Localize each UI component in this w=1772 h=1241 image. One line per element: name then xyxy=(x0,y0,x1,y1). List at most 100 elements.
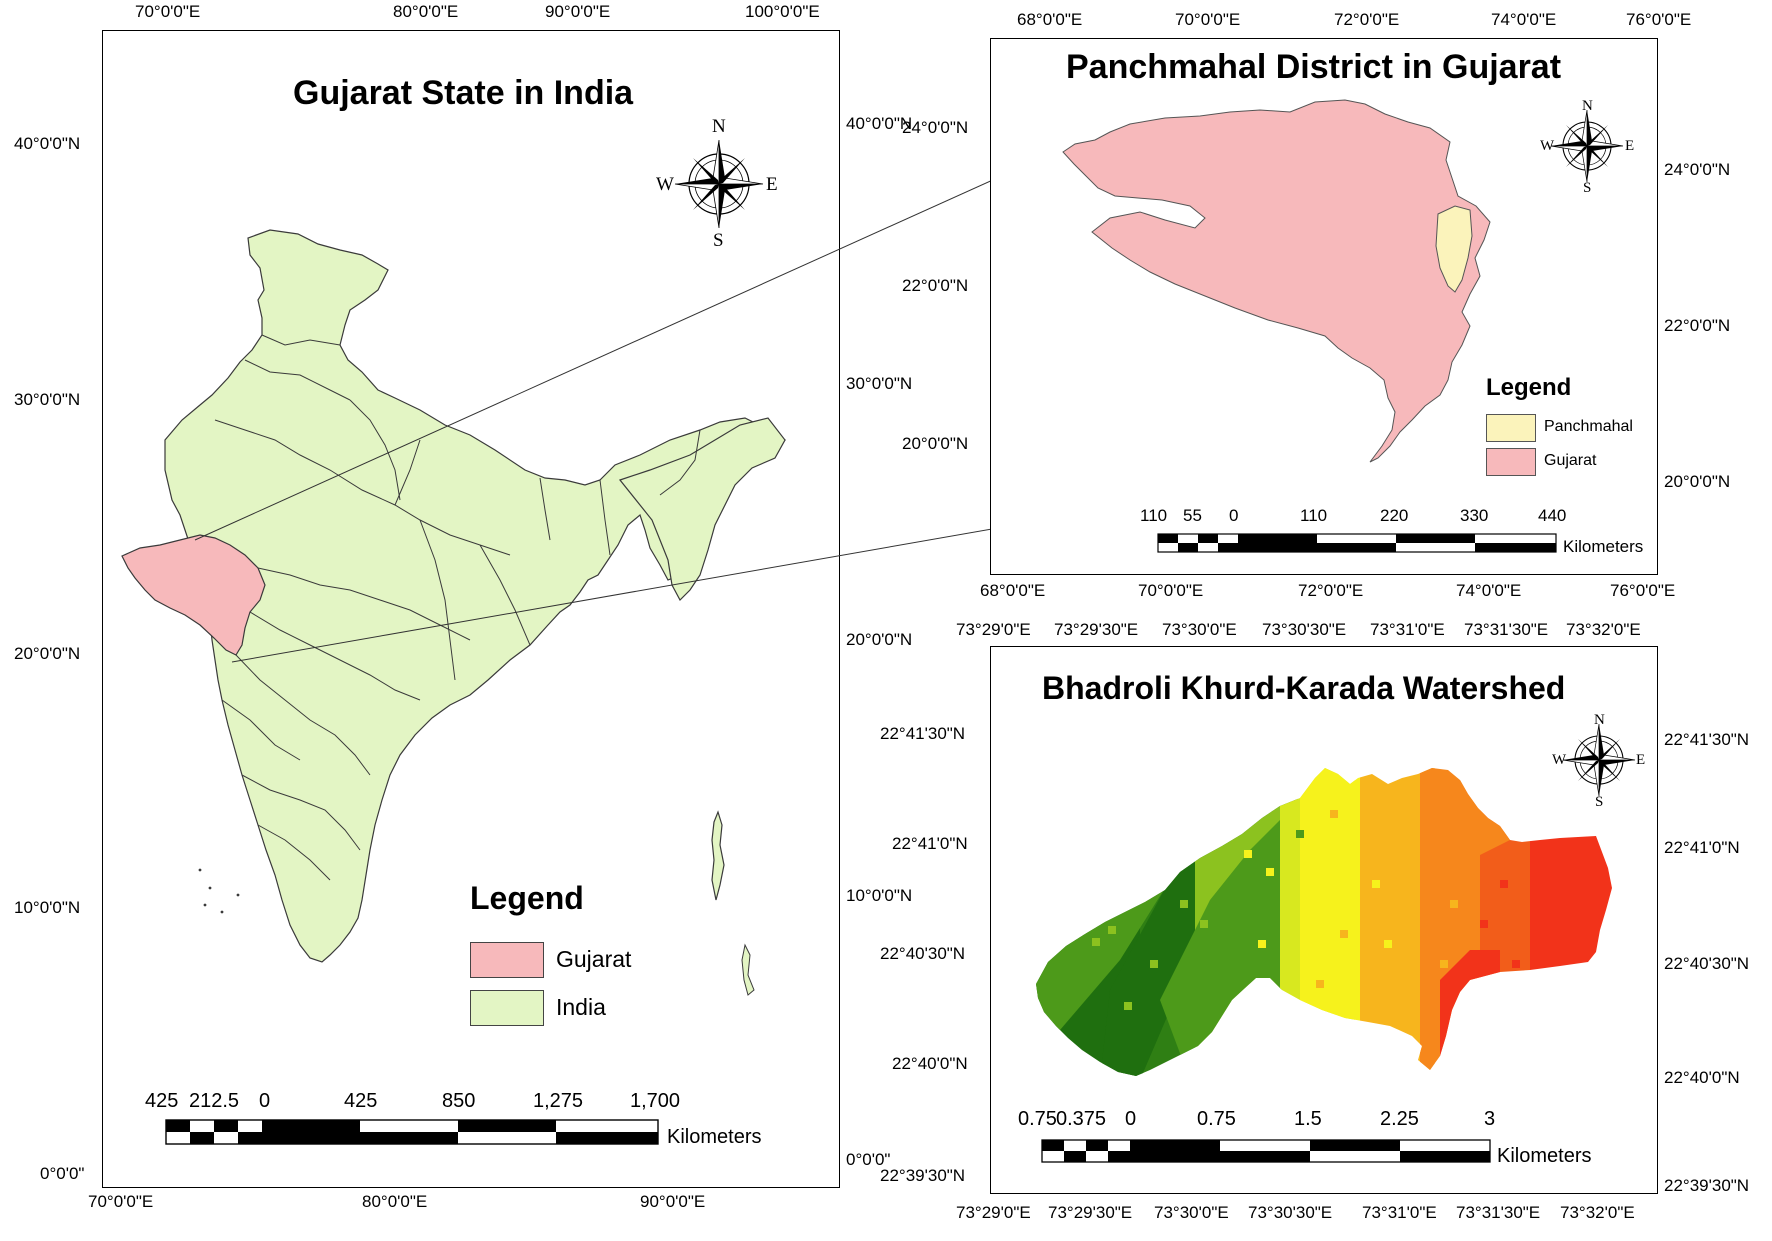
compass-e: E xyxy=(1636,752,1646,768)
watershed-bottom-tick: 73°31'0"E xyxy=(1362,1203,1437,1222)
india-legend-label-gujarat: Gujarat xyxy=(556,946,632,972)
connector-line xyxy=(194,145,1069,541)
watershed-right-tick: 22°39'30"N xyxy=(1664,1176,1750,1195)
andaman-islands xyxy=(711,810,725,901)
district-scale-label: 55 xyxy=(1183,506,1202,525)
district-scale-label: 110 xyxy=(1300,506,1328,525)
watershed-top-tick: 73°32'0"E xyxy=(1566,620,1641,639)
district-right-tick: 24°0'0"N xyxy=(1664,160,1731,179)
india-top-tick: 100°0'0"E xyxy=(745,2,820,21)
watershed-scale-label: 0.75 xyxy=(1018,1108,1057,1130)
compass-w: W xyxy=(656,174,674,195)
compass-rose-icon xyxy=(1550,109,1624,183)
district-scale-label: 110 xyxy=(1140,506,1168,525)
india-scale-label: 212.5 xyxy=(189,1090,240,1112)
india-scale-label: 1,275 xyxy=(533,1090,584,1112)
compass-n: N xyxy=(1582,98,1593,114)
india-scale-unit: Kilometers xyxy=(667,1126,762,1148)
district-legend-swatch-panchmahal xyxy=(1486,414,1536,442)
india-scale-label: 1,700 xyxy=(630,1090,681,1112)
india-landmass xyxy=(164,229,786,963)
watershed-scale-label: 0.75 xyxy=(1197,1108,1236,1130)
district-legend-title: Legend xyxy=(1486,374,1572,401)
district-top-tick: 74°0'0"E xyxy=(1491,10,1557,29)
watershed-left-tick: 22°39'30"N xyxy=(880,1166,966,1185)
district-scale-bar xyxy=(1157,533,1557,553)
india-legend-swatch-gujarat xyxy=(470,942,544,978)
india-left-tick: 10°0'0"N xyxy=(14,898,81,917)
india-right-tick: 20°0'0"N xyxy=(846,630,913,649)
india-left-tick: 30°0'0"N xyxy=(14,390,81,409)
district-bottom-tick: 74°0'0"E xyxy=(1456,581,1522,600)
india-scale-label: 0 xyxy=(259,1090,271,1112)
district-right-tick: 20°0'0"N xyxy=(1664,472,1731,491)
watershed-top-tick: 73°31'30"E xyxy=(1464,620,1549,639)
district-map-title: Panchmahal District in Gujarat xyxy=(1066,48,1562,86)
district-scale-label: 330 xyxy=(1460,506,1489,525)
watershed-left-tick: 22°40'0"N xyxy=(892,1054,968,1073)
compass-s: S xyxy=(1595,794,1604,810)
watershed-scale-label: 1.5 xyxy=(1294,1108,1322,1130)
district-top-tick: 72°0'0"E xyxy=(1334,10,1400,29)
district-scale-label: 220 xyxy=(1380,506,1409,525)
india-left-tick: 0°0'0" xyxy=(40,1164,85,1183)
district-scale-label: 440 xyxy=(1538,506,1567,525)
india-bottom-tick: 70°0'0"E xyxy=(88,1192,154,1211)
watershed-left-tick: 22°40'30"N xyxy=(880,944,966,963)
compass-e: E xyxy=(1625,138,1635,154)
district-scale-label: 0 xyxy=(1229,506,1239,525)
watershed-scale-label: 0 xyxy=(1125,1108,1137,1130)
compass-rose-icon xyxy=(674,139,764,229)
watershed-scale-label: 0.375 xyxy=(1056,1108,1107,1130)
india-bottom-tick: 90°0'0"E xyxy=(640,1192,706,1211)
compass-e: E xyxy=(766,174,778,195)
lakshadweep-islands xyxy=(198,868,240,914)
district-left-tick: 20°0'0"N xyxy=(902,434,969,453)
watershed-right-tick: 22°41'0"N xyxy=(1664,838,1740,857)
compass-s: S xyxy=(1583,180,1592,196)
gujarat-state xyxy=(1062,99,1491,463)
india-scale-bar xyxy=(165,1119,659,1145)
district-legend-swatch-gujarat xyxy=(1486,448,1536,476)
district-top-tick: 70°0'0"E xyxy=(1175,10,1241,29)
district-top-tick: 76°0'0"E xyxy=(1626,10,1692,29)
india-legend-label-india: India xyxy=(556,994,606,1020)
compass-w: W xyxy=(1552,752,1567,768)
compass-n: N xyxy=(712,116,726,137)
watershed-top-tick: 73°30'0"E xyxy=(1162,620,1237,639)
watershed-scale-bar xyxy=(1041,1139,1491,1163)
india-top-tick: 80°0'0"E xyxy=(393,2,459,21)
watershed-bottom-tick: 73°32'0"E xyxy=(1560,1203,1635,1222)
state-boundaries xyxy=(214,334,701,881)
district-legend-label-gujarat: Gujarat xyxy=(1544,452,1597,469)
district-scale-unit: Kilometers xyxy=(1563,537,1644,556)
india-right-tick: 10°0'0"N xyxy=(846,886,913,905)
watershed-left-tick: 22°41'0"N xyxy=(892,834,968,853)
india-left-tick: 20°0'0"N xyxy=(14,644,81,663)
india-legend-swatch-india xyxy=(470,990,544,1026)
watershed-map-title: Bhadroli Khurd-Karada Watershed xyxy=(1042,670,1566,706)
watershed-top-tick: 73°29'30"E xyxy=(1054,620,1139,639)
india-legend-title: Legend xyxy=(470,880,584,916)
watershed-top-tick: 73°30'30"E xyxy=(1262,620,1347,639)
watershed-bottom-tick: 73°30'0"E xyxy=(1154,1203,1229,1222)
india-scale-label: 425 xyxy=(145,1090,179,1112)
india-top-tick: 90°0'0"E xyxy=(545,2,611,21)
district-top-tick: 68°0'0"E xyxy=(1017,10,1083,29)
india-right-tick: 0°0'0" xyxy=(846,1150,891,1169)
india-top-tick: 70°0'0"E xyxy=(135,2,201,21)
northeast-india xyxy=(618,417,786,601)
district-left-tick: 22°0'0"N xyxy=(902,276,969,295)
district-bottom-tick: 70°0'0"E xyxy=(1138,581,1204,600)
watershed-bottom-tick: 73°29'0"E xyxy=(956,1203,1031,1222)
district-bottom-tick: 72°0'0"E xyxy=(1298,581,1364,600)
india-scale-label: 425 xyxy=(344,1090,378,1112)
district-legend-label-panchmahal: Panchmahal xyxy=(1544,418,1633,435)
watershed-scale-label: 2.25 xyxy=(1380,1108,1419,1130)
district-left-tick: 24°0'0"N xyxy=(902,118,969,137)
india-bottom-tick: 80°0'0"E xyxy=(362,1192,428,1211)
compass-rose-icon xyxy=(1562,723,1636,797)
india-map-title: Gujarat State in India xyxy=(293,74,634,112)
